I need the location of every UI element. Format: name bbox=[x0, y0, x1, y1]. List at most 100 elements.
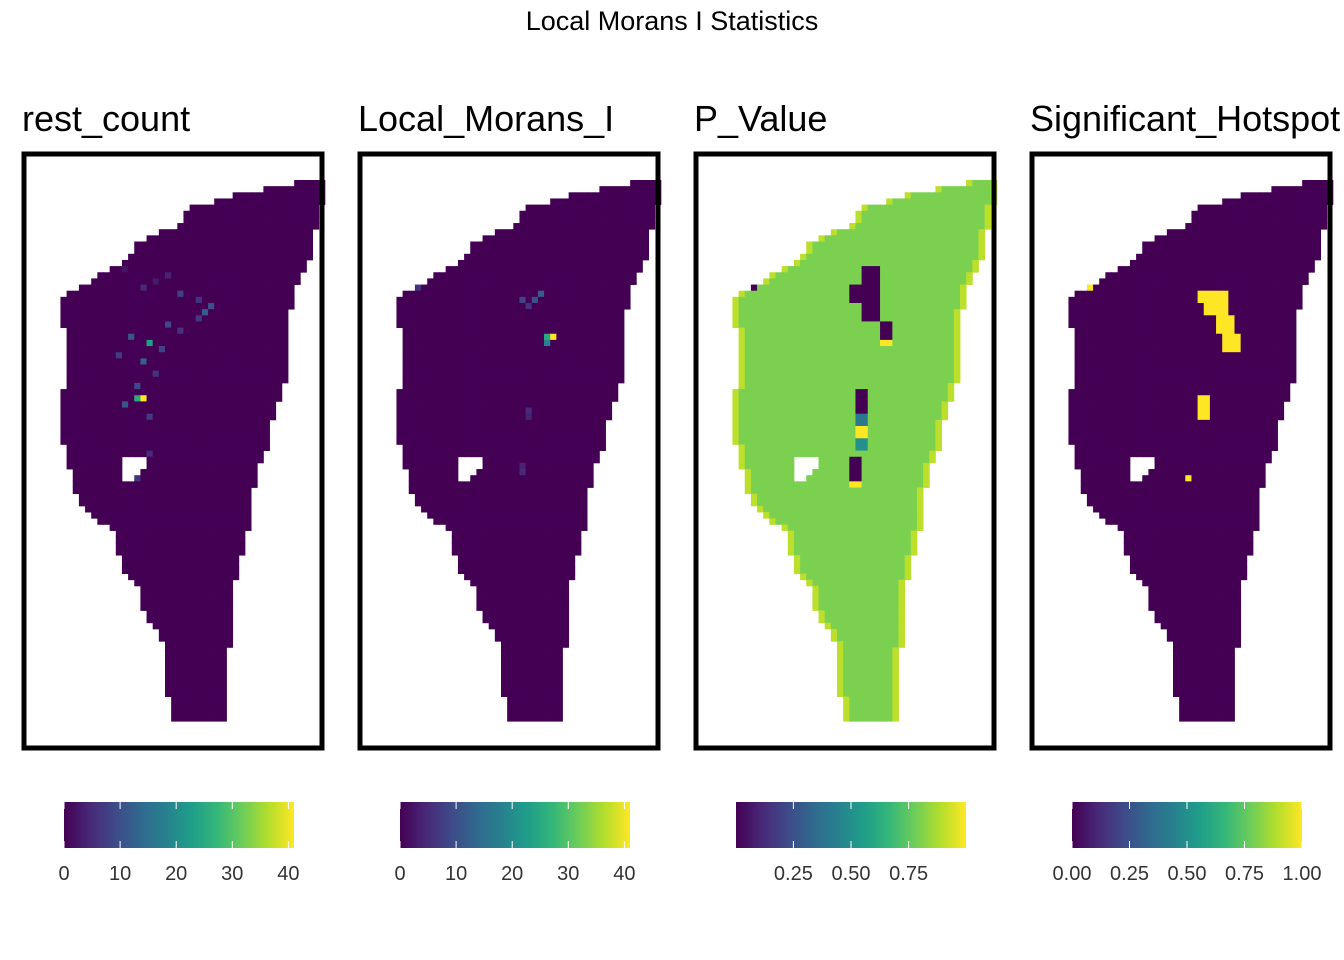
map-cell bbox=[599, 241, 606, 249]
map-cell bbox=[128, 512, 135, 519]
map-cell bbox=[220, 309, 227, 316]
map-cell bbox=[482, 253, 490, 261]
map-cell bbox=[158, 278, 166, 285]
map-cell bbox=[232, 272, 240, 279]
map-cell bbox=[115, 303, 123, 310]
map-cell bbox=[568, 555, 576, 562]
map-cell bbox=[275, 278, 283, 285]
map-cell bbox=[580, 278, 588, 285]
map-cell bbox=[72, 296, 80, 304]
map-cell bbox=[843, 284, 850, 292]
map-cell bbox=[97, 432, 104, 439]
map-cell bbox=[501, 229, 508, 236]
map-cell bbox=[177, 462, 184, 470]
map-cell bbox=[226, 426, 234, 433]
map-cell bbox=[556, 278, 563, 285]
map-cell bbox=[244, 493, 252, 501]
map-cell bbox=[892, 284, 899, 292]
map-cell bbox=[525, 376, 533, 384]
map-cell bbox=[544, 216, 551, 224]
map-cell bbox=[624, 290, 631, 298]
map-cell bbox=[91, 444, 98, 451]
map-cell bbox=[630, 259, 637, 267]
map-cell bbox=[433, 370, 440, 378]
map-cell bbox=[226, 444, 234, 451]
map-cell bbox=[146, 598, 154, 605]
map-cell bbox=[457, 567, 465, 574]
map-cell bbox=[849, 278, 856, 285]
map-cell bbox=[121, 352, 129, 359]
map-cell bbox=[843, 296, 850, 304]
map-cell bbox=[464, 518, 471, 525]
map-cell bbox=[232, 192, 240, 199]
map-cell bbox=[201, 616, 209, 624]
map-cell bbox=[562, 321, 570, 328]
map-cell bbox=[269, 210, 277, 218]
map-cell bbox=[904, 303, 912, 310]
map-cell bbox=[531, 216, 539, 224]
map-cell bbox=[195, 413, 203, 421]
map-cell bbox=[972, 186, 979, 193]
map-cell bbox=[152, 259, 160, 267]
map-cell bbox=[537, 708, 545, 716]
map-cell bbox=[476, 339, 483, 347]
map-cell bbox=[738, 296, 746, 304]
map-cell bbox=[494, 389, 502, 396]
map-cell bbox=[935, 241, 942, 249]
map-cell bbox=[580, 413, 588, 421]
map-cell bbox=[482, 358, 490, 365]
map-cell bbox=[238, 376, 246, 384]
map-cell bbox=[617, 303, 625, 310]
map-cell bbox=[177, 524, 184, 531]
map-cell bbox=[103, 346, 111, 353]
map-cell bbox=[171, 653, 178, 661]
map-cell bbox=[556, 419, 563, 427]
map-cell bbox=[574, 530, 582, 538]
colorbar-tick-label: 0 bbox=[394, 863, 405, 885]
map-cell bbox=[115, 389, 123, 396]
map-cell bbox=[562, 419, 570, 427]
map-cell bbox=[134, 512, 141, 519]
map-cell bbox=[537, 223, 545, 230]
map-cell bbox=[226, 518, 234, 525]
map-cell bbox=[744, 296, 752, 304]
map-cell bbox=[873, 272, 881, 279]
map-cell bbox=[152, 475, 160, 482]
map-cell bbox=[556, 622, 563, 630]
map-cell bbox=[599, 327, 606, 335]
map-cell bbox=[439, 481, 447, 488]
map-cell bbox=[306, 210, 313, 218]
map-cell bbox=[464, 296, 471, 304]
map-cell bbox=[134, 309, 141, 316]
map-cell bbox=[414, 339, 422, 347]
map-cell bbox=[880, 235, 887, 242]
map-cell bbox=[220, 549, 227, 556]
map-cell bbox=[78, 364, 86, 372]
map-cell bbox=[232, 419, 240, 427]
map-cell bbox=[189, 315, 197, 322]
map-cell bbox=[183, 327, 190, 335]
map-cell bbox=[482, 407, 490, 415]
map-cell bbox=[421, 339, 428, 347]
map-cell bbox=[488, 536, 496, 544]
map-cell bbox=[470, 253, 477, 261]
map-cell bbox=[837, 235, 844, 242]
map-cell bbox=[544, 635, 551, 642]
map-cell bbox=[97, 401, 104, 408]
map-cell bbox=[195, 444, 203, 451]
map-cell bbox=[837, 303, 844, 310]
map-cell bbox=[904, 192, 912, 199]
map-cell bbox=[134, 413, 141, 421]
map-cell bbox=[183, 573, 190, 581]
map-cell bbox=[837, 278, 844, 285]
map-cell bbox=[556, 493, 563, 501]
map-cell bbox=[464, 315, 471, 322]
map-cell bbox=[183, 450, 190, 458]
map-cell bbox=[457, 426, 465, 433]
map-cell bbox=[470, 315, 477, 322]
map-cell bbox=[519, 223, 526, 230]
map-cell bbox=[208, 684, 215, 691]
map-cell bbox=[531, 229, 539, 236]
map-cell bbox=[158, 585, 166, 593]
map-cell bbox=[121, 413, 129, 421]
